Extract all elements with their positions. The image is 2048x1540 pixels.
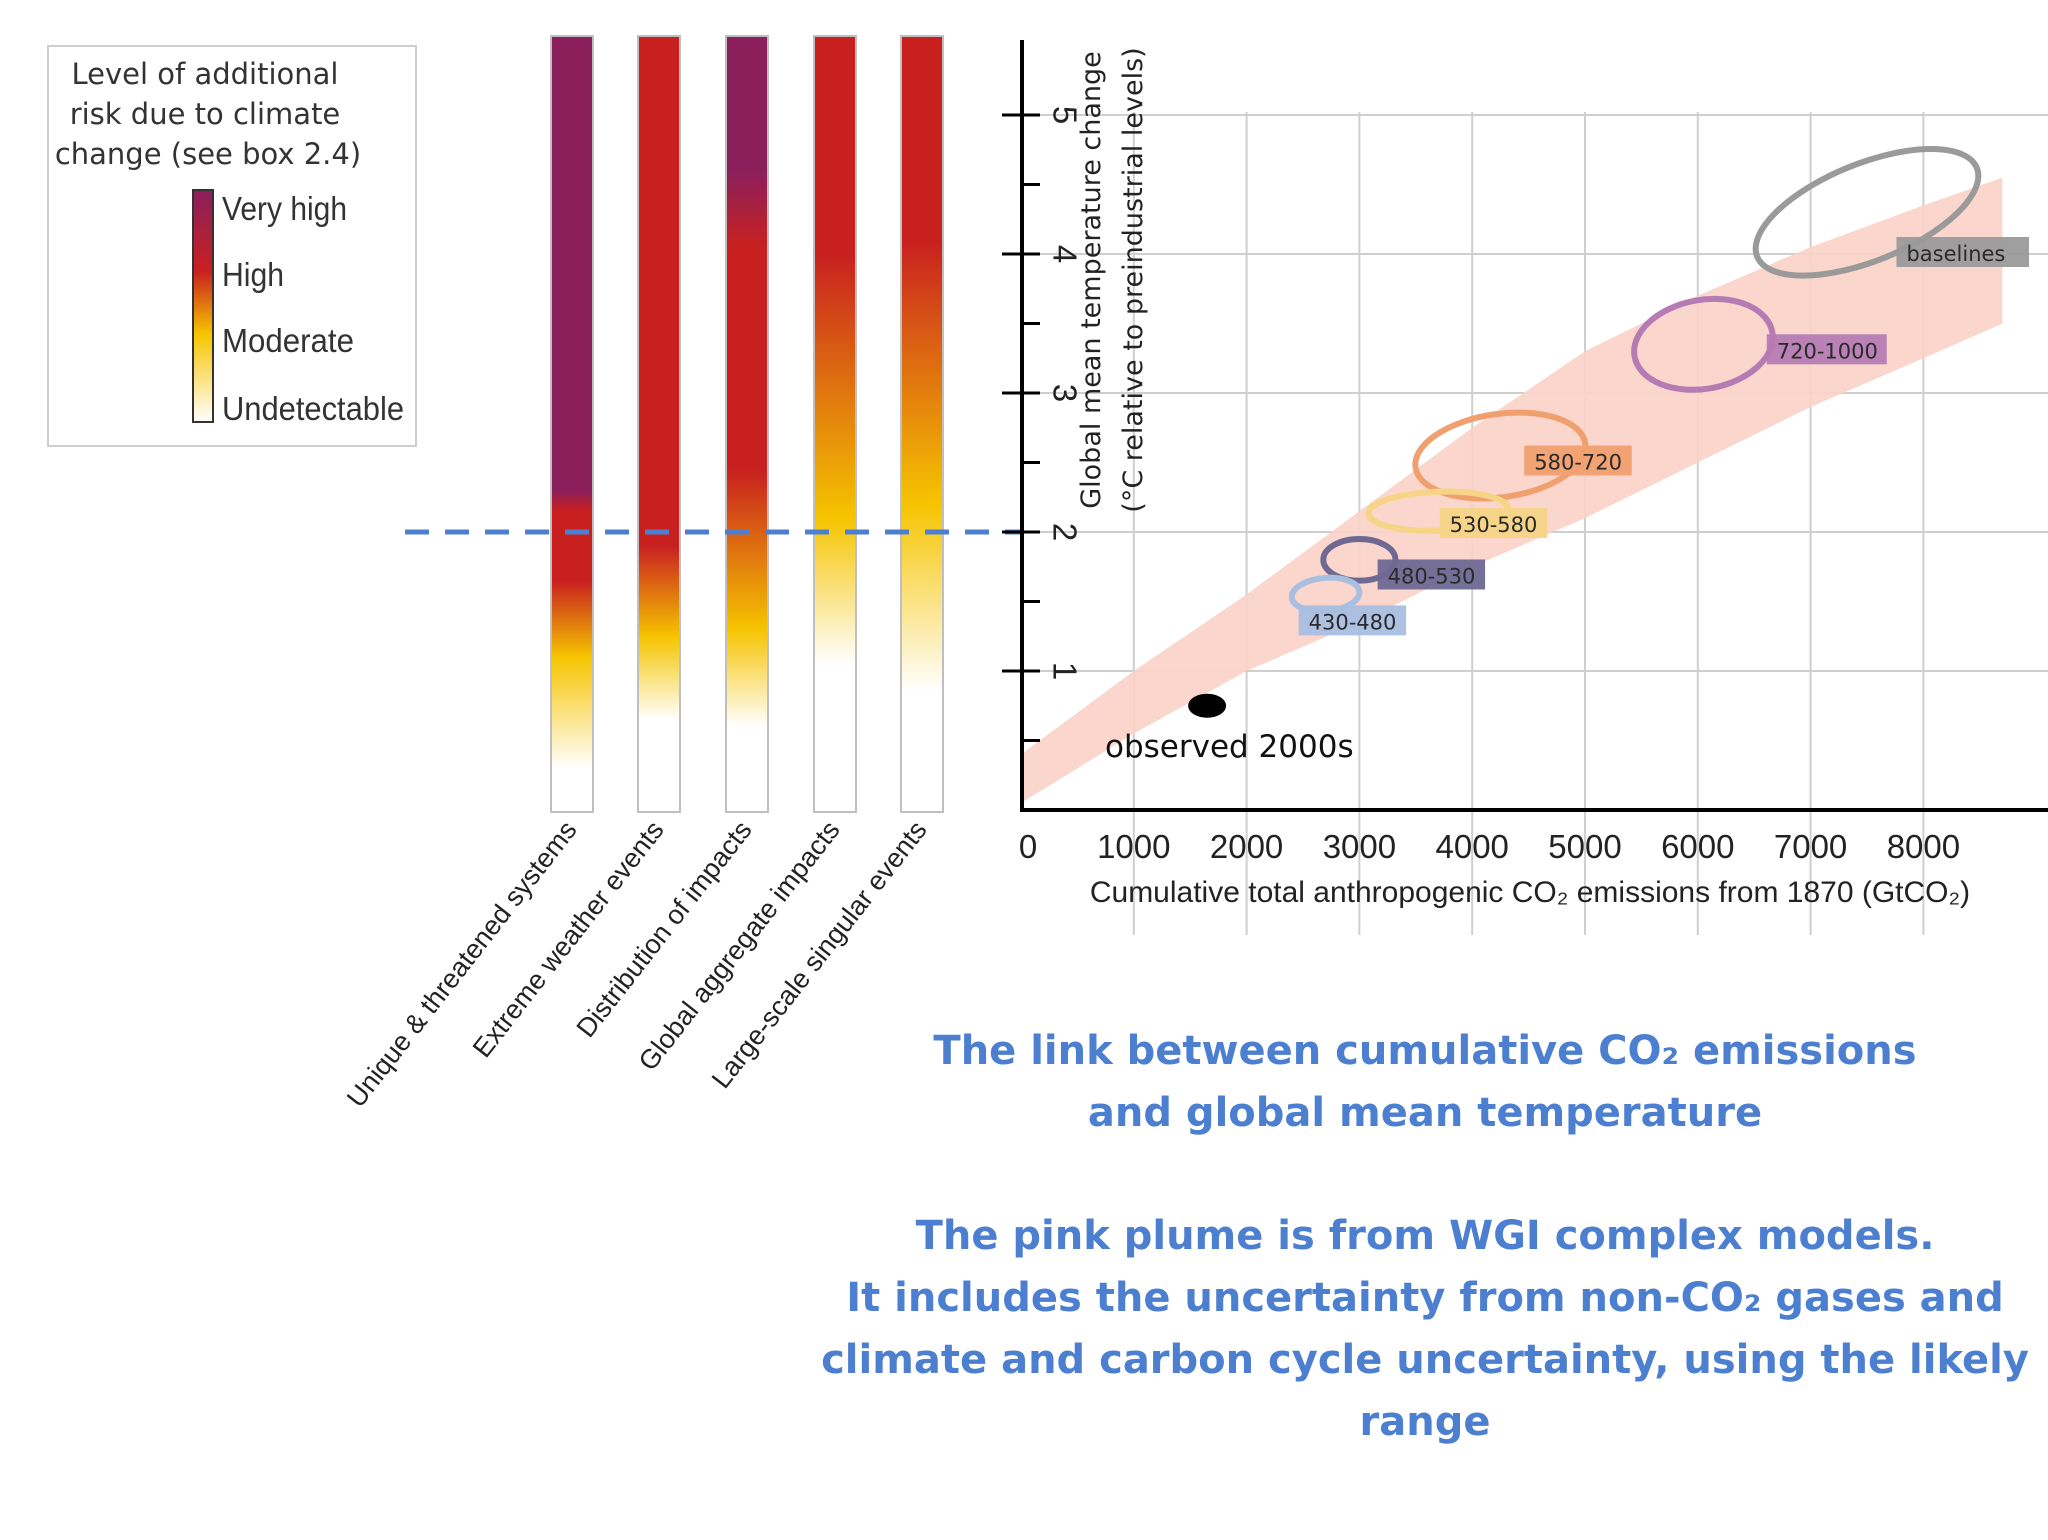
x-tick-label-4: 4000 — [1435, 828, 1508, 865]
scenario-label-1: 720-1000 — [1777, 339, 1878, 363]
caption-line-6: range — [1359, 1399, 1491, 1445]
caption-line-2: and global mean temperature — [1087, 1090, 1763, 1136]
legend-level-moderate: Moderate — [222, 322, 354, 359]
caption-block-1: The link between cumulative CO₂ emission… — [820, 1020, 2030, 1144]
uncertainty-plume — [1021, 177, 2003, 804]
y-tick-label-2: 3 — [1046, 384, 1083, 402]
scenario-label-box-4 — [1377, 559, 1486, 590]
legend-level-high: High — [222, 256, 284, 293]
y-tick-label-0: 1 — [1046, 662, 1083, 680]
y-tick-label-4: 5 — [1046, 106, 1083, 124]
x-tick-label-2: 2000 — [1210, 828, 1283, 865]
risk-bar-3 — [813, 35, 857, 813]
scenario-label-0: baselines — [1906, 242, 2005, 266]
scenario-label-2: 580-720 — [1534, 451, 1622, 475]
caption-line-4: It includes the uncertainty from non-CO₂… — [846, 1275, 2004, 1321]
caption-line-3: The pink plume is from WGI complex model… — [915, 1213, 1935, 1259]
legend-level-undetectable: Undetectable — [222, 390, 404, 427]
risk-category-label-2: Distribution of impacts — [571, 815, 758, 1043]
scenario-label-box-5 — [1298, 605, 1407, 636]
observed-point — [1188, 693, 1227, 718]
risk-bar-2 — [725, 35, 769, 813]
risk-bar-1 — [637, 35, 681, 813]
caption-line-1: The link between cumulative CO₂ emission… — [933, 1028, 1917, 1074]
y-tick-label-1: 2 — [1046, 523, 1083, 541]
scenario-ellipse-1 — [1631, 295, 1776, 393]
legend-title-line-2: risk due to climate — [70, 97, 341, 131]
y-axis-label-line-1: Global mean temperature change — [1076, 51, 1107, 509]
x-tick-label-5: 5000 — [1548, 828, 1621, 865]
scenario-label-3: 530-580 — [1450, 513, 1538, 537]
caption-block-2: The pink plume is from WGI complex model… — [820, 1205, 2030, 1453]
legend-level-very-high: Very high — [222, 190, 347, 227]
legend-color-scale — [192, 189, 214, 423]
risk-bar-4 — [900, 35, 944, 813]
scenario-label-box-1 — [1766, 334, 1887, 365]
x-axis-label: Cumulative total anthropogenic CO₂ emiss… — [1090, 876, 1970, 909]
x-tick-label-3: 3000 — [1323, 828, 1396, 865]
legend-title-line-1: Level of additional — [72, 57, 339, 91]
scenario-label-5: 430-480 — [1309, 610, 1397, 634]
scenario-label-4: 480-530 — [1388, 564, 1476, 588]
x-tick-label-8: 8000 — [1887, 828, 1960, 865]
x-tick-label-1: 1000 — [1097, 828, 1170, 865]
risk-bar-0 — [550, 35, 594, 813]
x-tick-label-7: 7000 — [1774, 828, 1847, 865]
risk-legend: Level of additional risk due to climate … — [47, 45, 417, 447]
x-tick-label-0: 0 — [1019, 828, 1037, 865]
x-tick-label-6: 6000 — [1661, 828, 1734, 865]
scenario-ellipse-2 — [1412, 409, 1589, 502]
scenario-ellipse-0 — [1752, 146, 1982, 279]
caption-line-5: climate and carbon cycle uncertainty, us… — [821, 1337, 2029, 1383]
scenario-label-box-2 — [1524, 445, 1632, 476]
legend-title-line-3: change (see box 2.4) — [55, 137, 361, 171]
scenario-label-box-0 — [1896, 237, 2029, 267]
y-tick-label-3: 4 — [1046, 245, 1083, 263]
emissions-temperature-chart: baselines720-1000580-720530-580480-53043… — [1019, 112, 2048, 935]
observed-label: observed 2000s — [1105, 729, 1354, 765]
scenario-label-box-3 — [1439, 508, 1548, 539]
y-axis-label-line-2: (°C relative to preindustrial levels) — [1118, 47, 1149, 512]
